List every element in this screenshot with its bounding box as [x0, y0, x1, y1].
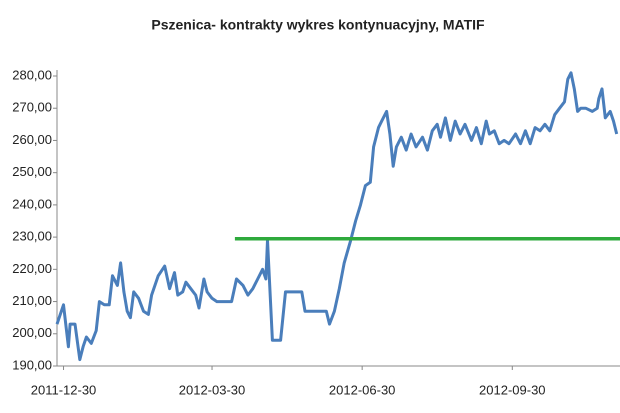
y-tick-label: 230,00	[12, 229, 52, 244]
y-tick-label: 270,00	[12, 100, 52, 115]
x-tick-label: 2012-03-30	[179, 382, 246, 397]
y-tick-label: 280,00	[12, 67, 52, 82]
x-tick-label: 2012-06-30	[329, 382, 396, 397]
price-line	[55, 71, 619, 362]
y-tick-label: 240,00	[12, 196, 52, 211]
y-tick-label: 250,00	[12, 164, 52, 179]
y-tick-label: 210,00	[12, 293, 52, 308]
y-tick-label: 190,00	[12, 357, 52, 372]
x-tick-label: 2012-09-30	[479, 382, 546, 397]
chart-title: Pszenica- kontrakty wykres kontynuacyjny…	[151, 17, 485, 33]
y-tick-label: 260,00	[12, 132, 52, 147]
x-tick-label: 2011-12-30	[31, 382, 97, 397]
y-tick-label: 220,00	[12, 261, 52, 276]
y-tick-label: 200,00	[12, 325, 52, 340]
